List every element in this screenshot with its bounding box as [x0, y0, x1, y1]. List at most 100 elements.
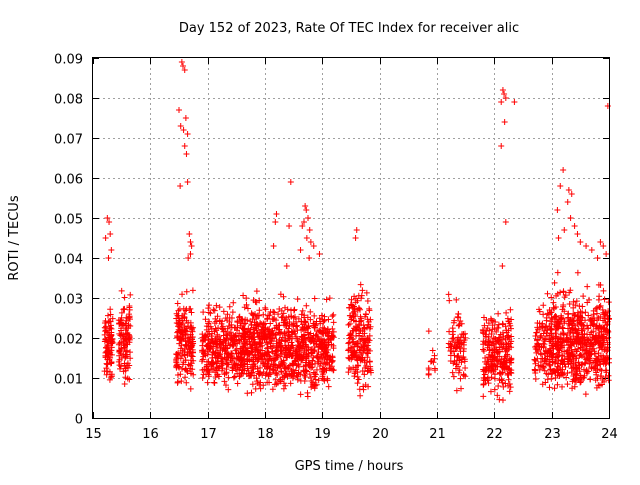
- data-point: [600, 287, 607, 294]
- data-point: [259, 335, 266, 342]
- data-point: [362, 310, 369, 317]
- data-point: [182, 374, 189, 381]
- data-point: [486, 347, 493, 354]
- data-point: [449, 369, 456, 376]
- data-point: [285, 325, 292, 332]
- data-point: [560, 301, 567, 308]
- data-point: [208, 326, 215, 333]
- data-point: [508, 333, 515, 340]
- data-point: [487, 315, 494, 322]
- data-point: [261, 352, 268, 359]
- data-point: [289, 375, 296, 382]
- data-point: [260, 361, 267, 368]
- data-point: [541, 341, 548, 348]
- data-point: [104, 312, 111, 319]
- data-point: [118, 287, 125, 294]
- grid-layer: [93, 58, 609, 418]
- data-point: [560, 288, 567, 295]
- data-point: [200, 309, 207, 316]
- data-point: [329, 313, 336, 320]
- data-point: [107, 374, 114, 381]
- data-point: [345, 369, 352, 376]
- data-point: [299, 324, 306, 331]
- data-point: [108, 358, 115, 365]
- data-point: [277, 363, 284, 370]
- data-point: [430, 359, 437, 366]
- y-tick-label: 0.09: [54, 53, 83, 68]
- data-point: [314, 328, 321, 335]
- data-point: [239, 325, 246, 332]
- data-point: [491, 386, 498, 393]
- data-point: [189, 287, 196, 294]
- data-point: [268, 345, 275, 352]
- data-point: [598, 372, 605, 379]
- data-point: [292, 322, 299, 329]
- data-point: [106, 318, 113, 325]
- data-point: [494, 392, 501, 399]
- data-point: [300, 339, 307, 346]
- data-point: [541, 356, 548, 363]
- data-point: [266, 379, 273, 386]
- data-point: [108, 322, 115, 329]
- data-point: [323, 359, 330, 366]
- data-point: [200, 353, 207, 360]
- data-point: [317, 360, 324, 367]
- data-point: [245, 325, 252, 332]
- data-point: [231, 324, 238, 331]
- data-point: [588, 247, 595, 253]
- tick-layer: 0 0.01 0.02 0.03 0.04 0.05 0.06 0.07 0.08 0.09 15 1…: [54, 53, 618, 443]
- data-point: [349, 328, 356, 335]
- data-point: [579, 361, 586, 368]
- data-point: [508, 356, 515, 363]
- data-point: [116, 340, 123, 347]
- data-point: [224, 325, 231, 332]
- data-point: [555, 235, 562, 241]
- data-point: [256, 371, 263, 378]
- data-point: [507, 322, 514, 329]
- data-point: [330, 319, 337, 326]
- data-point: [254, 321, 261, 328]
- data-point: [595, 339, 602, 346]
- data-point: [265, 357, 272, 364]
- data-point: [116, 347, 123, 354]
- data-point: [284, 306, 291, 313]
- data-point: [568, 191, 575, 197]
- data-point: [593, 322, 600, 329]
- data-point: [252, 321, 259, 328]
- data-point: [123, 351, 130, 358]
- data-point: [216, 341, 223, 348]
- data-point: [496, 353, 503, 360]
- data-point: [567, 360, 574, 367]
- data-point: [301, 331, 308, 338]
- data-point: [544, 290, 551, 297]
- data-point: [462, 365, 469, 372]
- data-point: [220, 308, 227, 315]
- data-point: [207, 310, 214, 317]
- data-point: [232, 366, 239, 373]
- data-point: [309, 335, 316, 342]
- data-point: [287, 179, 294, 185]
- data-point: [495, 310, 502, 317]
- data-point: [210, 306, 217, 313]
- data-point: [499, 263, 506, 269]
- data-point: [603, 335, 610, 342]
- data-point: [297, 247, 304, 253]
- data-point: [223, 366, 230, 373]
- data-point: [362, 382, 369, 389]
- data-point: [181, 143, 188, 149]
- data-point: [445, 291, 452, 298]
- data-point: [248, 370, 255, 377]
- data-point: [578, 361, 585, 368]
- data-point: [487, 388, 494, 395]
- data-point: [116, 320, 123, 327]
- data-point: [497, 370, 504, 377]
- data-point: [103, 371, 110, 378]
- data-point: [543, 317, 550, 324]
- data-point: [275, 311, 282, 318]
- data-point: [568, 365, 575, 372]
- data-point: [564, 325, 571, 332]
- data-point: [455, 369, 462, 376]
- data-point: [265, 312, 272, 319]
- data-point: [214, 345, 221, 352]
- data-point: [205, 358, 212, 365]
